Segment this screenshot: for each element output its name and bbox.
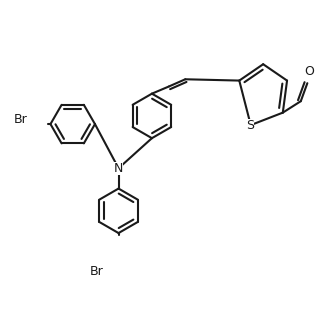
- Text: S: S: [246, 119, 254, 132]
- Text: O: O: [304, 65, 314, 78]
- Text: Br: Br: [90, 265, 104, 278]
- Text: Br: Br: [14, 113, 28, 126]
- Text: N: N: [114, 162, 123, 175]
